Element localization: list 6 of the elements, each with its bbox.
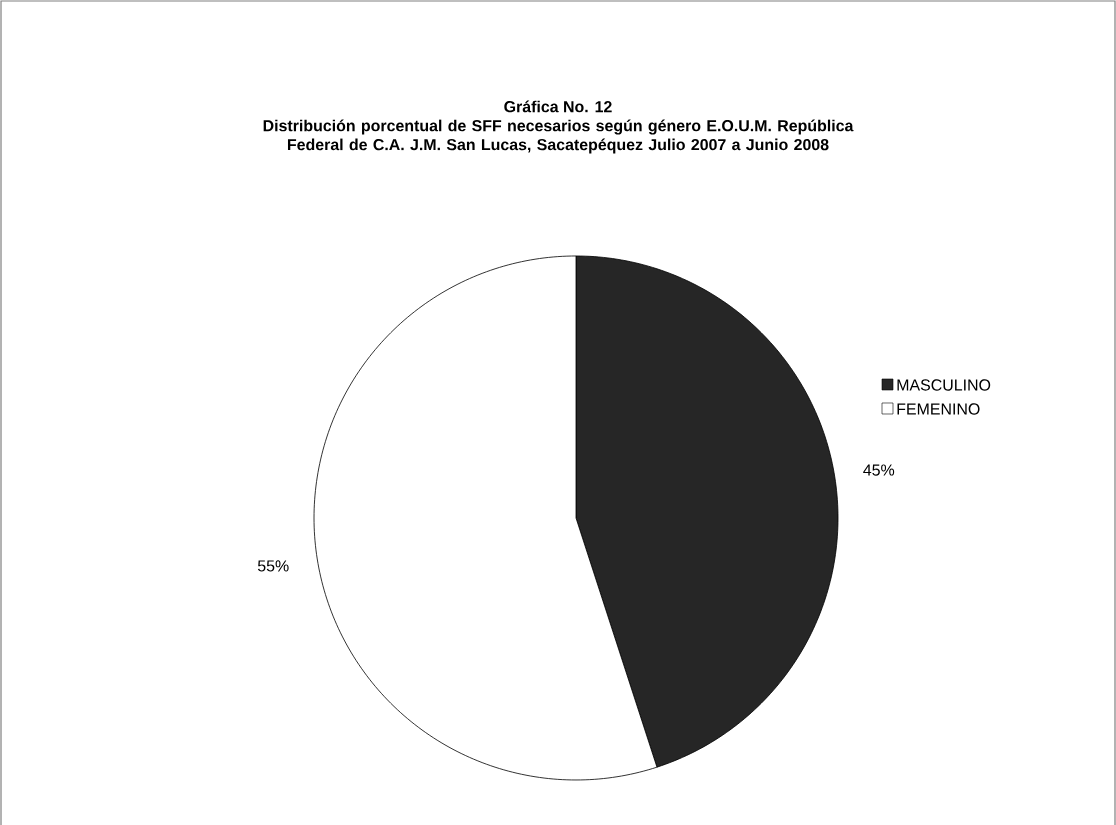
legend-label: FEMENINO [897,403,980,415]
legend-label: MASCULINO [897,379,991,391]
data-label: 45% [863,464,895,476]
data-label: 55% [257,560,289,572]
chart-subtitle: Distribución porcentual de SFF necesarios según género E.O.U.M. República Federal de C.A. J.M. San Lucas, Sacatepéquez Julio 2007 a Junio 2008 [263,119,854,154]
chart-title: Gráfica No. 12 [504,100,612,113]
